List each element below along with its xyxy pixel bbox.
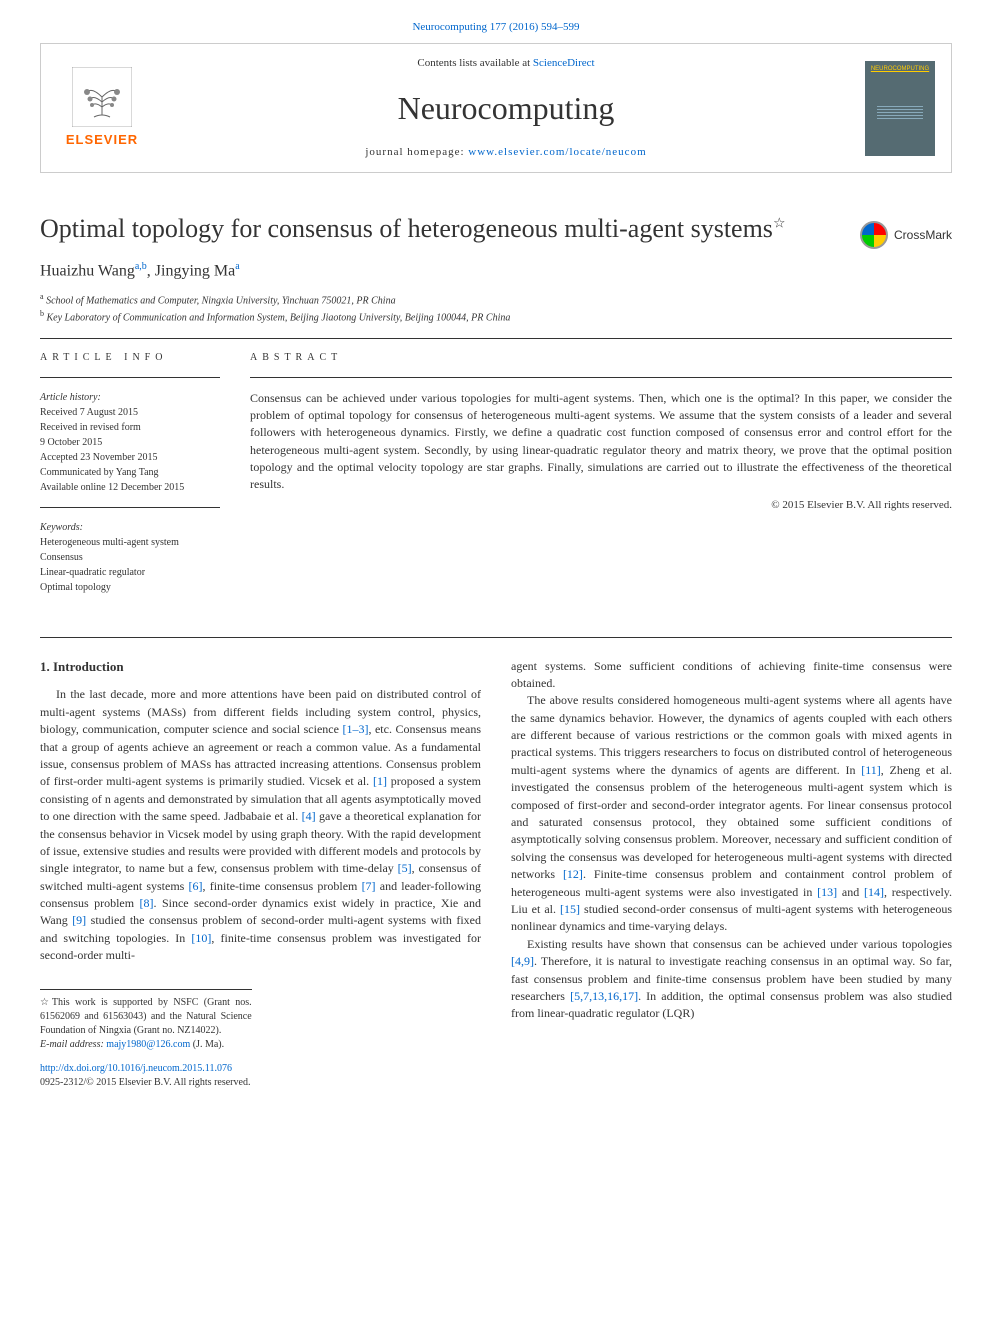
email-who: (J. Ma). xyxy=(190,1039,224,1050)
title-footnote-symbol: ☆ xyxy=(773,216,786,231)
email-note: E-mail address: majy1980@126.com (J. Ma)… xyxy=(40,1038,252,1052)
divider-bottom xyxy=(40,637,952,638)
keywords-label: Keywords: xyxy=(40,520,220,535)
journal-cover-title: NEUROCOMPUTING xyxy=(869,65,931,73)
abstract-label: ABSTRACT xyxy=(250,351,952,365)
journal-cover-thumbnail[interactable]: NEUROCOMPUTING xyxy=(865,61,935,156)
intro-para-3: Existing results have shown that consens… xyxy=(511,936,952,1023)
history-label: Article history: xyxy=(40,390,220,405)
abstract-column: ABSTRACT Consensus can be achieved under… xyxy=(250,351,952,607)
body-columns: 1. Introduction In the last decade, more… xyxy=(40,658,952,1052)
author-2-affil: a xyxy=(235,261,239,272)
homepage-prefix: journal homepage: xyxy=(365,146,468,158)
history-line-4: Communicated by Yang Tang xyxy=(40,465,220,480)
ref-1-3[interactable]: [1–3] xyxy=(342,722,368,736)
ref-6[interactable]: [6] xyxy=(189,879,203,893)
intro-para-1-cont: agent systems. Some sufficient condition… xyxy=(511,658,952,693)
article-history: Article history: Received 7 August 2015 … xyxy=(40,390,220,495)
ref-7[interactable]: [7] xyxy=(362,879,376,893)
history-line-3: Accepted 23 November 2015 xyxy=(40,450,220,465)
divider-info-1 xyxy=(40,377,220,378)
meta-abstract-row: ARTICLE INFO Article history: Received 7… xyxy=(40,351,952,607)
ref-1[interactable]: [1] xyxy=(373,774,387,788)
journal-cover-decor xyxy=(869,73,931,152)
keyword-0: Heterogeneous multi-agent system xyxy=(40,535,220,550)
affil-sup-a: a xyxy=(40,292,44,301)
history-line-2: 9 October 2015 xyxy=(40,435,220,450)
footer-meta: http://dx.doi.org/10.1016/j.neucom.2015.… xyxy=(40,1062,952,1090)
article-title-text: Optimal topology for consensus of hetero… xyxy=(40,214,773,243)
issn-copyright: 0925-2312/© 2015 Elsevier B.V. All right… xyxy=(40,1076,952,1090)
divider-abstract xyxy=(250,377,952,378)
article-info-column: ARTICLE INFO Article history: Received 7… xyxy=(40,351,220,607)
elsevier-logo[interactable]: ELSEVIER xyxy=(57,58,147,158)
elsevier-tree-icon xyxy=(72,67,132,127)
intro-para-1: In the last decade, more and more attent… xyxy=(40,686,481,964)
funding-text: This work is supported by NSFC (Grant no… xyxy=(40,997,252,1036)
divider-info-2 xyxy=(40,507,220,508)
keyword-3: Optimal topology xyxy=(40,580,220,595)
affil-text-a: School of Mathematics and Computer, Ning… xyxy=(46,295,396,306)
author-1[interactable]: Huaizhu Wang xyxy=(40,262,135,279)
crossmark-icon xyxy=(860,221,888,249)
ref-4[interactable]: [4] xyxy=(302,809,316,823)
body-right-column: agent systems. Some sufficient condition… xyxy=(511,658,952,1052)
ref-14[interactable]: [14] xyxy=(864,885,884,899)
footnotes: ☆This work is supported by NSFC (Grant n… xyxy=(40,989,252,1052)
ref-11[interactable]: [11] xyxy=(861,763,881,777)
ref-8[interactable]: [8] xyxy=(140,896,154,910)
history-line-1: Received in revised form xyxy=(40,420,220,435)
crossmark-badge[interactable]: CrossMark xyxy=(860,221,952,249)
affiliation-b: b Key Laboratory of Communication and In… xyxy=(40,308,952,325)
masthead-center: Contents lists available at ScienceDirec… xyxy=(167,56,845,160)
affil-text-b: Key Laboratory of Communication and Info… xyxy=(47,313,511,324)
doi-link[interactable]: http://dx.doi.org/10.1016/j.neucom.2015.… xyxy=(40,1063,232,1074)
ref-12[interactable]: [12] xyxy=(563,867,583,881)
ref-5[interactable]: [5] xyxy=(398,861,412,875)
body-left-column: 1. Introduction In the last decade, more… xyxy=(40,658,481,1052)
history-line-0: Received 7 August 2015 xyxy=(40,405,220,420)
sciencedirect-link[interactable]: ScienceDirect xyxy=(533,57,595,69)
ref-10[interactable]: [10] xyxy=(191,931,211,945)
abstract-text: Consensus can be achieved under various … xyxy=(250,390,952,494)
homepage-link[interactable]: www.elsevier.com/locate/neucom xyxy=(468,146,646,158)
author-1-affil: a,b xyxy=(135,261,147,272)
keyword-1: Consensus xyxy=(40,550,220,565)
article-info-label: ARTICLE INFO xyxy=(40,351,220,365)
affil-sup-b: b xyxy=(40,309,44,318)
contents-line: Contents lists available at ScienceDirec… xyxy=(167,56,845,71)
masthead: ELSEVIER Contents lists available at Sci… xyxy=(40,43,952,173)
affiliation-a: a School of Mathematics and Computer, Ni… xyxy=(40,291,952,308)
divider-top xyxy=(40,338,952,339)
affiliations: a School of Mathematics and Computer, Ni… xyxy=(40,291,952,326)
journal-reference-text[interactable]: Neurocomputing 177 (2016) 594–599 xyxy=(412,21,579,33)
intro-para-2: The above results considered homogeneous… xyxy=(511,692,952,935)
keywords-block: Keywords: Heterogeneous multi-agent syst… xyxy=(40,520,220,595)
ref-5-7-13-16-17[interactable]: [5,7,13,16,17] xyxy=(570,989,638,1003)
corresponding-email[interactable]: majy1980@126.com xyxy=(106,1039,190,1050)
homepage-line: journal homepage: www.elsevier.com/locat… xyxy=(167,145,845,160)
funding-symbol: ☆ xyxy=(40,997,52,1008)
contents-prefix: Contents lists available at xyxy=(417,57,532,69)
funding-note: ☆This work is supported by NSFC (Grant n… xyxy=(40,996,252,1038)
ref-4-9[interactable]: [4,9] xyxy=(511,954,534,968)
journal-name: Neurocomputing xyxy=(167,86,845,131)
keyword-2: Linear-quadratic regulator xyxy=(40,565,220,580)
ref-9[interactable]: [9] xyxy=(72,913,86,927)
elsevier-label: ELSEVIER xyxy=(66,131,138,149)
history-line-5: Available online 12 December 2015 xyxy=(40,480,220,495)
author-2[interactable]: , Jingying Ma xyxy=(147,262,235,279)
ref-15[interactable]: [15] xyxy=(560,902,580,916)
crossmark-label: CrossMark xyxy=(894,227,952,244)
email-label: E-mail address: xyxy=(40,1039,106,1050)
section-1-heading: 1. Introduction xyxy=(40,658,481,677)
authors: Huaizhu Wanga,b, Jingying Maa xyxy=(40,260,952,283)
ref-13[interactable]: [13] xyxy=(817,885,837,899)
article-title: Optimal topology for consensus of hetero… xyxy=(40,213,952,244)
journal-reference: Neurocomputing 177 (2016) 594–599 xyxy=(40,20,952,35)
abstract-copyright: © 2015 Elsevier B.V. All rights reserved… xyxy=(250,498,952,513)
